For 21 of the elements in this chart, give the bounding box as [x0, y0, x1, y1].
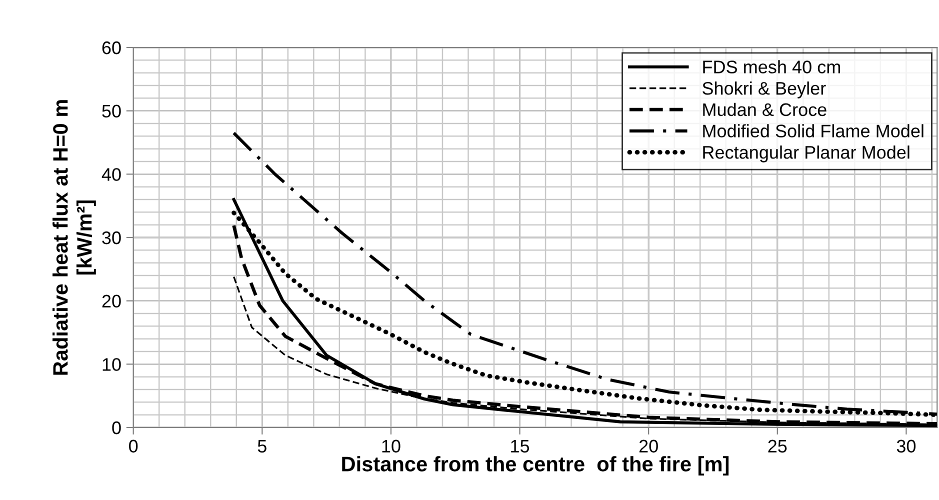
y-tick-label: 50: [102, 104, 121, 118]
legend-label: Rectangular Planar Model: [703, 146, 910, 162]
legend-label: Shokri & Beyler: [702, 81, 826, 98]
y-tick-label: 30: [102, 231, 121, 244]
x-tick-label: 30: [896, 440, 916, 453]
y-axis-title: Radiative heat flux at H=0 m [kW/m²]: [52, 100, 96, 375]
y-tick-label: 10: [102, 358, 121, 371]
x-tick-label: 10: [382, 440, 400, 453]
y-tick-label: 60: [102, 41, 121, 54]
x-tick-label: 5: [258, 440, 266, 453]
x-axis-title: Distance from the centre of the fire [m]: [342, 456, 729, 476]
x-tick-label: 15: [511, 440, 530, 453]
x-tick-label: 0: [129, 440, 138, 453]
legend-label: Modified Solid Flame Model: [703, 124, 924, 138]
x-tick-label: 20: [639, 440, 658, 453]
y-tick-label: 20: [102, 294, 121, 308]
y-tick-label: 0: [112, 421, 121, 434]
y-tick-label: 40: [102, 168, 121, 181]
x-tick-label: 25: [768, 440, 787, 453]
legend-label: Mudan & Croce: [703, 102, 826, 116]
legend-label: FDS mesh 40 cm: [703, 60, 840, 74]
